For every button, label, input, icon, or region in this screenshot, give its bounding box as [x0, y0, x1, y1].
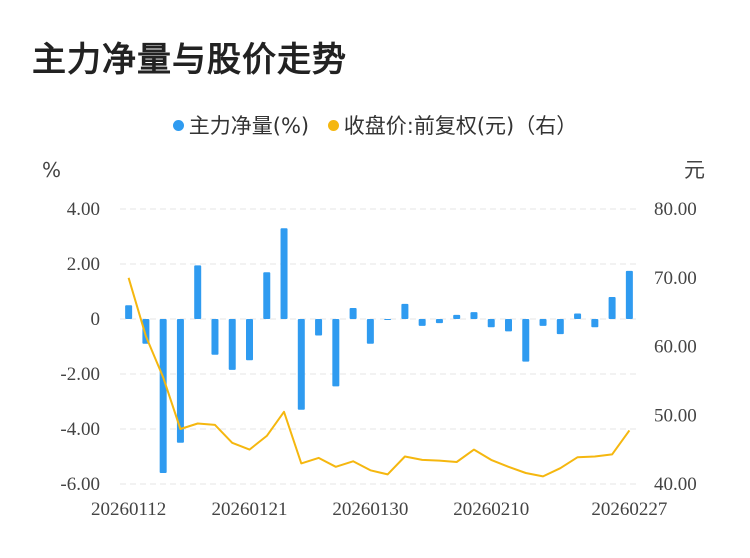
chart-legend: 主力净量(%) 收盘价:前复权(元)（右）	[0, 110, 750, 140]
x-tick-label: 20260227	[591, 499, 667, 520]
right-tick-label: 50.00	[654, 405, 697, 426]
x-tick-label: 20260210	[453, 499, 529, 520]
legend-item-bar[interactable]: 主力净量(%)	[172, 110, 310, 140]
price-line	[127, 277, 631, 478]
bar	[349, 308, 357, 319]
legend-bar-label: 主力净量(%)	[188, 114, 310, 138]
right-tick-label: 80.00	[654, 199, 697, 220]
bar	[418, 319, 426, 326]
bar	[125, 305, 133, 319]
right-tick-label: 40.00	[654, 474, 697, 495]
bar	[435, 319, 443, 324]
bar	[470, 312, 478, 319]
bar	[625, 270, 633, 319]
bar	[574, 313, 582, 319]
legend-line-label: 收盘价:前复权(元)（右）	[343, 114, 578, 138]
bar	[366, 319, 374, 344]
x-tick-label: 20260130	[332, 499, 408, 520]
bar	[194, 265, 202, 319]
x-tick-label: 20260121	[212, 499, 288, 520]
right-tick-label: 70.00	[654, 268, 697, 289]
bar	[246, 319, 253, 361]
page-title: 主力净量与股价走势	[32, 40, 347, 80]
bar	[591, 319, 599, 328]
bar	[556, 319, 564, 335]
bar	[228, 319, 236, 370]
bar	[522, 319, 530, 362]
right-axis-unit: 元	[684, 158, 705, 182]
x-tick-label: 20260112	[91, 499, 166, 520]
bar	[505, 319, 512, 332]
bar	[142, 319, 150, 344]
left-tick-label: -6.00	[60, 474, 100, 495]
left-tick-label: 0	[91, 309, 101, 330]
legend-line-swatch	[327, 119, 339, 131]
bar	[159, 319, 167, 473]
left-axis-unit: %	[42, 158, 61, 182]
legend-bar-swatch	[172, 119, 184, 131]
bar	[211, 319, 219, 355]
bar	[332, 319, 340, 387]
right-tick-label: 60.00	[654, 337, 697, 358]
left-tick-label: 2.00	[67, 254, 100, 275]
legend-item-line[interactable]: 收盘价:前复权(元)（右）	[327, 110, 578, 140]
bar	[315, 319, 323, 336]
bar	[401, 303, 409, 319]
bar	[453, 314, 461, 319]
bar	[608, 297, 616, 319]
bar	[297, 319, 305, 410]
left-tick-label: 4.00	[67, 199, 100, 220]
bar	[384, 319, 392, 320]
bar	[263, 272, 271, 319]
bar	[280, 228, 288, 319]
bar	[539, 319, 547, 326]
bar	[176, 319, 184, 443]
left-tick-label: -4.00	[60, 419, 100, 440]
bar	[487, 319, 495, 328]
left-tick-label: -2.00	[60, 364, 100, 385]
